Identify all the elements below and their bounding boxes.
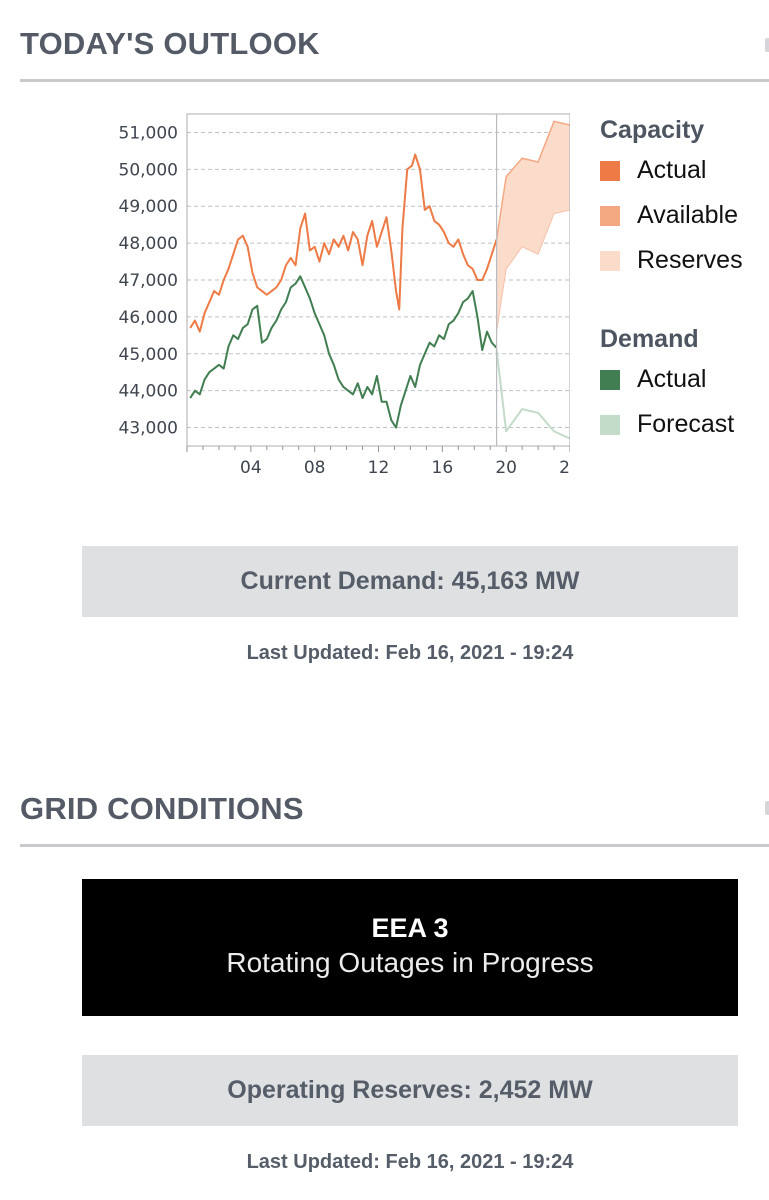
legend-label: Available [637, 201, 739, 229]
scroll-edge-indicator [765, 38, 769, 52]
section-divider [20, 844, 769, 847]
eea-status-banner: EEA 3 Rotating Outages in Progress [82, 879, 738, 1016]
section-divider [20, 79, 769, 82]
legend-swatch [600, 160, 620, 181]
legend-label: Actual [637, 156, 707, 184]
grid-conditions-title: GRID CONDITIONS [20, 791, 304, 826]
outlook-last-updated: Last Updated: Feb 16, 2021 - 19:24 [246, 642, 574, 664]
y-tick-label: 47,000 [119, 271, 178, 291]
scroll-edge-indicator [765, 801, 769, 815]
legend-swatch [600, 205, 620, 226]
chart-axes [186, 113, 570, 452]
legend-swatch [600, 414, 620, 435]
x-tick-label: 04 [240, 458, 262, 478]
y-tick-label: 49,000 [119, 197, 178, 217]
legend-item-capacity-reserves: Reserves [600, 238, 769, 283]
x-axis-labels: 04 08 12 16 20 24 [240, 458, 570, 478]
legend-item-demand-forecast: Forecast [600, 402, 769, 447]
reserves-band [496, 121, 570, 332]
outlook-chart: 43,000 44,000 45,000 46,000 47,000 48,000 49,0… [119, 113, 570, 478]
y-axis-labels: 43,000 44,000 45,000 46,000 47,000 48,000 49,0… [119, 123, 178, 438]
legend-capacity-title: Capacity [600, 116, 705, 144]
chart-legend: Capacity Actual Available Reserves Deman… [600, 112, 769, 447]
y-tick-label: 46,000 [119, 308, 178, 328]
reserves-lower-line [496, 209, 570, 332]
capacity-actual-line [189, 153, 498, 333]
x-tick-label: 08 [304, 458, 326, 478]
grid-last-updated: Last Updated: Feb 16, 2021 - 19:24 [246, 1151, 574, 1173]
legend-swatch [600, 369, 620, 390]
eea-status-text: Rotating Outages in Progress [226, 947, 594, 978]
y-tick-label: 43,000 [119, 419, 178, 439]
y-tick-label: 50,000 [119, 160, 178, 180]
y-tick-label: 48,000 [119, 234, 178, 254]
legend-item-capacity-available: Available [600, 193, 769, 238]
x-tick-label: 12 [368, 458, 390, 478]
demand-actual-line [189, 275, 498, 429]
eea-level: EEA 3 [371, 913, 449, 943]
chart-lines [189, 153, 570, 440]
x-tick-label: 24 [559, 458, 570, 478]
x-tick-label: 16 [432, 458, 454, 478]
legend-item-demand-actual: Actual [600, 357, 769, 402]
outlook-section-title: TODAY'S OUTLOOK [20, 26, 320, 61]
operating-reserves-box: Operating Reserves: 2,452 MW [82, 1055, 738, 1126]
available-capacity-line [495, 120, 570, 240]
y-tick-label: 45,000 [119, 345, 178, 365]
legend-demand-title: Demand [600, 325, 699, 353]
legend-label: Actual [637, 365, 707, 393]
demand-forecast-line [495, 349, 570, 440]
legend-label: Reserves [637, 246, 743, 274]
y-tick-label: 51,000 [119, 123, 178, 143]
legend-label: Forecast [637, 410, 735, 438]
current-demand-box: Current Demand: 45,163 MW [82, 546, 738, 617]
legend-item-capacity-actual: Actual [600, 148, 769, 193]
y-tick-label: 44,000 [119, 382, 178, 402]
legend-swatch [600, 250, 620, 271]
x-tick-label: 20 [495, 458, 517, 478]
chart-areas [495, 120, 570, 332]
